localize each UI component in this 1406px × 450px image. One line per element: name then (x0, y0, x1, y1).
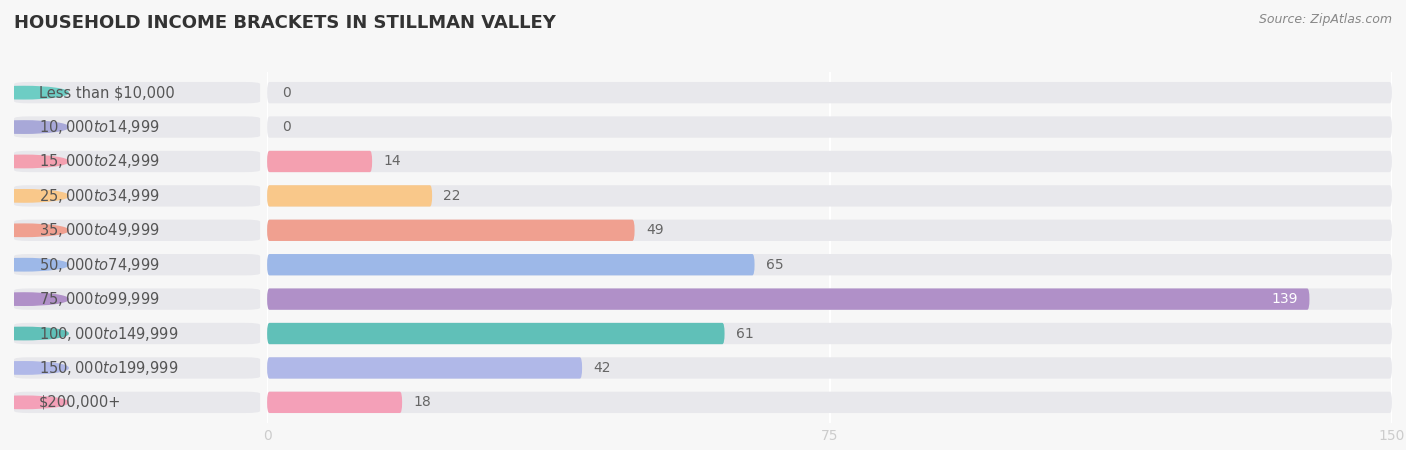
FancyBboxPatch shape (267, 117, 1392, 138)
Text: 49: 49 (645, 223, 664, 237)
Circle shape (0, 258, 67, 271)
Text: $150,000 to $199,999: $150,000 to $199,999 (39, 359, 179, 377)
FancyBboxPatch shape (267, 288, 1392, 310)
Text: 22: 22 (443, 189, 461, 203)
FancyBboxPatch shape (267, 220, 1392, 241)
Text: Source: ZipAtlas.com: Source: ZipAtlas.com (1258, 14, 1392, 27)
Circle shape (0, 293, 67, 305)
Text: 14: 14 (384, 154, 401, 168)
FancyBboxPatch shape (267, 254, 755, 275)
FancyBboxPatch shape (14, 392, 260, 413)
FancyBboxPatch shape (14, 357, 260, 378)
FancyBboxPatch shape (267, 82, 1392, 104)
Text: Less than $10,000: Less than $10,000 (39, 85, 174, 100)
Text: 42: 42 (593, 361, 610, 375)
FancyBboxPatch shape (14, 82, 260, 104)
FancyBboxPatch shape (267, 357, 1392, 378)
Text: $35,000 to $49,999: $35,000 to $49,999 (39, 221, 159, 239)
Circle shape (0, 224, 67, 237)
FancyBboxPatch shape (267, 220, 634, 241)
FancyBboxPatch shape (267, 288, 1309, 310)
FancyBboxPatch shape (267, 323, 1392, 344)
FancyBboxPatch shape (14, 151, 260, 172)
Circle shape (0, 327, 67, 340)
FancyBboxPatch shape (267, 392, 1392, 413)
Text: $200,000+: $200,000+ (39, 395, 121, 410)
FancyBboxPatch shape (267, 254, 1392, 275)
FancyBboxPatch shape (14, 254, 260, 275)
FancyBboxPatch shape (267, 185, 1392, 207)
FancyBboxPatch shape (267, 323, 724, 344)
Text: 0: 0 (283, 86, 291, 99)
Text: 65: 65 (766, 258, 783, 272)
FancyBboxPatch shape (14, 220, 260, 241)
Text: $25,000 to $34,999: $25,000 to $34,999 (39, 187, 159, 205)
Circle shape (0, 86, 67, 99)
FancyBboxPatch shape (14, 185, 260, 207)
Text: $10,000 to $14,999: $10,000 to $14,999 (39, 118, 159, 136)
FancyBboxPatch shape (14, 117, 260, 138)
Text: $15,000 to $24,999: $15,000 to $24,999 (39, 153, 159, 171)
Text: 0: 0 (283, 120, 291, 134)
Circle shape (0, 190, 67, 202)
FancyBboxPatch shape (14, 288, 260, 310)
Circle shape (0, 121, 67, 133)
Text: 61: 61 (735, 327, 754, 341)
FancyBboxPatch shape (267, 392, 402, 413)
Text: $75,000 to $99,999: $75,000 to $99,999 (39, 290, 159, 308)
Text: $100,000 to $149,999: $100,000 to $149,999 (39, 324, 179, 342)
FancyBboxPatch shape (267, 357, 582, 378)
FancyBboxPatch shape (267, 151, 1392, 172)
Text: 139: 139 (1271, 292, 1298, 306)
Text: $50,000 to $74,999: $50,000 to $74,999 (39, 256, 159, 274)
Text: 18: 18 (413, 396, 432, 410)
Circle shape (0, 155, 67, 168)
FancyBboxPatch shape (267, 151, 373, 172)
Circle shape (0, 362, 67, 374)
Circle shape (0, 396, 67, 409)
Text: HOUSEHOLD INCOME BRACKETS IN STILLMAN VALLEY: HOUSEHOLD INCOME BRACKETS IN STILLMAN VA… (14, 14, 555, 32)
FancyBboxPatch shape (267, 185, 432, 207)
FancyBboxPatch shape (14, 323, 260, 344)
